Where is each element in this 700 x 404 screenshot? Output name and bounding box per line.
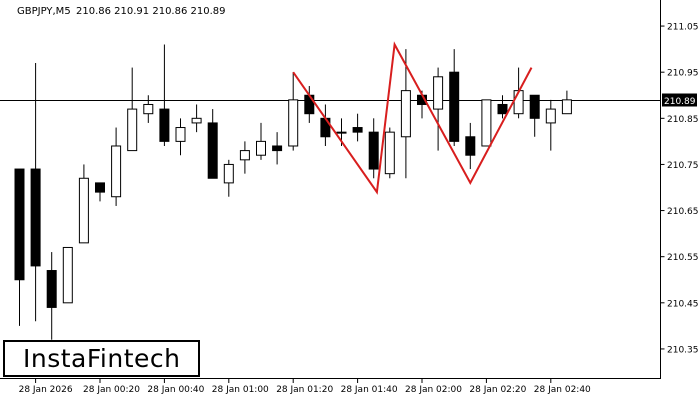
candle	[368, 118, 379, 179]
candle-body	[513, 90, 524, 115]
x-tick-label: 28 Jan 00:40	[147, 385, 204, 395]
x-tick-label: 28 Jan 01:40	[341, 385, 398, 395]
candle-body	[545, 108, 556, 124]
x-tick-label: 28 Jan 01:20	[276, 385, 333, 395]
candle-body	[529, 94, 540, 119]
chart-symbol: GBPJPY,M5	[17, 6, 71, 17]
candle-body	[159, 108, 170, 142]
x-tick-label: 28 Jan 02:40	[534, 385, 591, 395]
candle	[78, 164, 89, 244]
candle-body	[400, 90, 411, 138]
candle	[352, 113, 363, 142]
candle-body	[449, 71, 460, 142]
candle	[561, 90, 572, 115]
candle	[143, 95, 154, 123]
candle	[30, 62, 41, 322]
candle-body	[465, 136, 476, 156]
pattern-line	[292, 41, 533, 195]
candle-body	[239, 150, 250, 161]
candle	[127, 67, 138, 152]
candle	[529, 94, 540, 137]
candle	[545, 99, 556, 151]
candle	[384, 127, 395, 179]
candle-body	[191, 117, 202, 124]
candle	[239, 141, 250, 174]
candle	[223, 159, 234, 197]
candle-body	[256, 140, 266, 156]
chart-ohlc: 210.86 210.91 210.86 210.89	[76, 6, 226, 17]
candle-body	[272, 145, 283, 152]
candle-body	[561, 99, 572, 115]
candle-body	[143, 103, 154, 115]
candle-body	[14, 168, 25, 281]
candle-body	[320, 117, 331, 138]
candle	[449, 49, 460, 146]
candle-body	[175, 127, 186, 142]
candle	[497, 95, 508, 119]
candle	[272, 132, 283, 165]
candle-body	[223, 163, 234, 184]
candle	[256, 122, 266, 160]
current-price-tag	[662, 93, 697, 107]
candle-body	[497, 103, 508, 115]
candle-body	[30, 168, 41, 267]
candle-body	[288, 99, 299, 147]
candle-body	[46, 270, 57, 308]
y-tick-label: 210.65	[667, 207, 699, 217]
candle-body	[352, 127, 363, 133]
candle	[288, 72, 299, 151]
candle	[400, 49, 411, 179]
candle	[62, 246, 73, 304]
x-tick-label: 28 Jan 01:00	[212, 385, 269, 395]
candle-body	[111, 145, 122, 198]
y-tick-label: 210.95	[667, 69, 699, 79]
candle	[95, 182, 105, 202]
logo-text: InstaFintech	[23, 344, 181, 373]
candle	[159, 44, 170, 146]
y-tick-label: 210.45	[667, 299, 699, 309]
logo-box: InstaFintech	[3, 340, 200, 377]
candle-body	[78, 177, 89, 244]
candle-body	[368, 131, 379, 170]
x-tick-label: 28 Jan 00:20	[83, 385, 140, 395]
candle-body	[336, 131, 347, 134]
candle-body	[207, 122, 218, 179]
candle	[14, 168, 25, 326]
candle-body	[95, 182, 105, 193]
candle	[111, 127, 122, 206]
candle	[46, 252, 57, 340]
candle-body	[62, 246, 73, 304]
candle-body	[127, 108, 138, 152]
x-tick-label: 28 Jan 2026	[19, 385, 73, 395]
y-tick-label: 211.05	[667, 23, 699, 33]
candle-body	[433, 76, 444, 110]
candle	[481, 99, 492, 147]
current-price-label: 210.89	[664, 97, 696, 107]
candle	[207, 109, 218, 179]
x-tick-label: 28 Jan 02:00	[405, 385, 462, 395]
candle	[191, 104, 202, 133]
y-tick-label: 210.55	[667, 253, 699, 263]
candle-body	[481, 99, 492, 147]
y-tick-label: 210.75	[667, 161, 699, 171]
candle	[175, 118, 186, 156]
candle	[433, 67, 444, 151]
y-tick-label: 210.35	[667, 345, 699, 355]
y-tick-label: 210.85	[667, 115, 699, 125]
candle-body	[304, 94, 315, 115]
candle-body	[384, 131, 395, 175]
x-tick-label: 28 Jan 02:20	[469, 385, 526, 395]
candle	[465, 122, 476, 170]
